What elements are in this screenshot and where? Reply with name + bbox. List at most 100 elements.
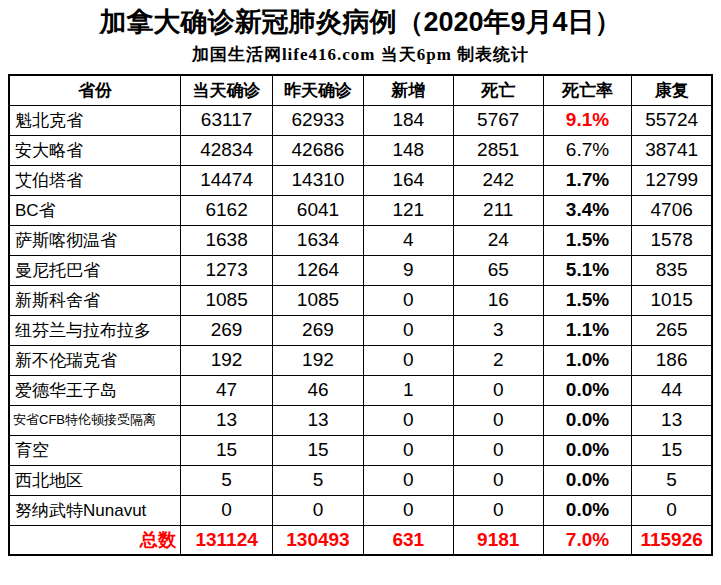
death_rate-cell: 1.0% (543, 345, 632, 375)
deaths-cell: 24 (453, 225, 543, 255)
new_cases-cell: 0 (363, 435, 453, 465)
deaths-cell: 5767 (453, 105, 543, 135)
page-title: 加拿大确诊新冠肺炎病例（2020年9月4日） (0, 6, 721, 38)
yesterday-cell: 62933 (273, 105, 364, 135)
province-cell: 育空 (9, 435, 181, 465)
province-cell: 安大略省 (9, 135, 181, 165)
yesterday-cell: 0 (273, 495, 364, 525)
province-cell: 纽芬兰与拉布拉多 (9, 315, 181, 345)
today-cell: 47 (181, 375, 273, 405)
yesterday-cell: 1085 (273, 285, 364, 315)
recovered-cell: 5 (632, 465, 712, 495)
new_cases-cell: 0 (363, 405, 453, 435)
total-label-cell: 总数 (9, 525, 181, 555)
deaths-cell: 0 (453, 465, 543, 495)
today-cell: 192 (181, 345, 273, 375)
yesterday-cell: 15 (273, 435, 364, 465)
recovered-cell: 835 (632, 255, 712, 285)
recovered-cell: 1578 (632, 225, 712, 255)
header-cell-yesterday: 昨天确诊 (273, 75, 364, 105)
yesterday-cell: 13 (273, 405, 364, 435)
today-cell: 1273 (181, 255, 273, 285)
death_rate-cell: 5.1% (543, 255, 632, 285)
new_cases-cell: 0 (363, 315, 453, 345)
new_cases-cell: 121 (363, 195, 453, 225)
today-cell: 269 (181, 315, 273, 345)
recovered-cell: 4706 (632, 195, 712, 225)
today-cell: 15 (181, 435, 273, 465)
header-cell-province: 省份 (9, 75, 181, 105)
total-death_rate-cell: 7.0% (543, 525, 632, 555)
deaths-cell: 0 (453, 405, 543, 435)
table-row: 新不伦瑞克省192192021.0%186 (9, 345, 712, 375)
new_cases-cell: 1 (363, 375, 453, 405)
province-cell: 魁北克省 (9, 105, 181, 135)
table-header-row: 省份当天确诊昨天确诊新增死亡死亡率康复 (9, 75, 712, 105)
table-row: 纽芬兰与拉布拉多269269031.1%265 (9, 315, 712, 345)
table-row: 安大略省428344268614828516.7%38741 (9, 135, 712, 165)
today-cell: 1085 (181, 285, 273, 315)
deaths-cell: 242 (453, 165, 543, 195)
death_rate-cell: 6.7% (543, 135, 632, 165)
death_rate-cell: 0.0% (543, 405, 632, 435)
today-cell: 13 (181, 405, 273, 435)
page-subtitle: 加国生活网life416.com 当天6pm 制表统计 (0, 45, 721, 65)
table-row: BC省616260411212113.4%4706 (9, 195, 712, 225)
recovered-cell: 0 (632, 495, 712, 525)
deaths-cell: 0 (453, 435, 543, 465)
recovered-cell: 12799 (632, 165, 712, 195)
new_cases-cell: 0 (363, 495, 453, 525)
province-cell: 爱德华王子岛 (9, 375, 181, 405)
new_cases-cell: 4 (363, 225, 453, 255)
deaths-cell: 65 (453, 255, 543, 285)
table-row: 曼尼托巴省127312649655.1%835 (9, 255, 712, 285)
table-body: 魁北克省631176293318457679.1%55724安大略省428344… (9, 105, 712, 555)
yesterday-cell: 192 (273, 345, 364, 375)
death_rate-cell: 1.5% (543, 225, 632, 255)
deaths-cell: 16 (453, 285, 543, 315)
recovered-cell: 1015 (632, 285, 712, 315)
today-cell: 42834 (181, 135, 273, 165)
header-cell-deaths: 死亡 (453, 75, 543, 105)
table-row: 努纳武特Nunavut00000.0%0 (9, 495, 712, 525)
province-cell: 曼尼托巴省 (9, 255, 181, 285)
today-cell: 1638 (181, 225, 273, 255)
recovered-cell: 38741 (632, 135, 712, 165)
table-row: 爱德华王子岛4746100.0%44 (9, 375, 712, 405)
today-cell: 5 (181, 465, 273, 495)
yesterday-cell: 14310 (273, 165, 364, 195)
deaths-cell: 2 (453, 345, 543, 375)
deaths-cell: 0 (453, 495, 543, 525)
province-cell: 西北地区 (9, 465, 181, 495)
deaths-cell: 3 (453, 315, 543, 345)
table-row: 萨斯喀彻温省163816344241.5%1578 (9, 225, 712, 255)
death_rate-cell: 0.0% (543, 495, 632, 525)
total-yesterday-cell: 130493 (273, 525, 364, 555)
death_rate-cell: 1.7% (543, 165, 632, 195)
header-cell-today: 当天确诊 (181, 75, 273, 105)
yesterday-cell: 1264 (273, 255, 364, 285)
today-cell: 63117 (181, 105, 273, 135)
yesterday-cell: 5 (273, 465, 364, 495)
yesterday-cell: 46 (273, 375, 364, 405)
total-recovered-cell: 115926 (632, 525, 712, 555)
yesterday-cell: 42686 (273, 135, 364, 165)
deaths-cell: 0 (453, 375, 543, 405)
province-cell: 努纳武特Nunavut (9, 495, 181, 525)
new_cases-cell: 148 (363, 135, 453, 165)
total-row: 总数13112413049363191817.0%115926 (9, 525, 712, 555)
total-new_cases-cell: 631 (363, 525, 453, 555)
table-row: 魁北克省631176293318457679.1%55724 (9, 105, 712, 135)
recovered-cell: 15 (632, 435, 712, 465)
yesterday-cell: 1634 (273, 225, 364, 255)
death_rate-cell: 3.4% (543, 195, 632, 225)
recovered-cell: 186 (632, 345, 712, 375)
province-cell: 新不伦瑞克省 (9, 345, 181, 375)
new_cases-cell: 9 (363, 255, 453, 285)
total-deaths-cell: 9181 (453, 525, 543, 555)
new_cases-cell: 164 (363, 165, 453, 195)
header-cell-recovered: 康复 (632, 75, 712, 105)
death_rate-cell: 1.1% (543, 315, 632, 345)
yesterday-cell: 6041 (273, 195, 364, 225)
province-cell: 萨斯喀彻温省 (9, 225, 181, 255)
